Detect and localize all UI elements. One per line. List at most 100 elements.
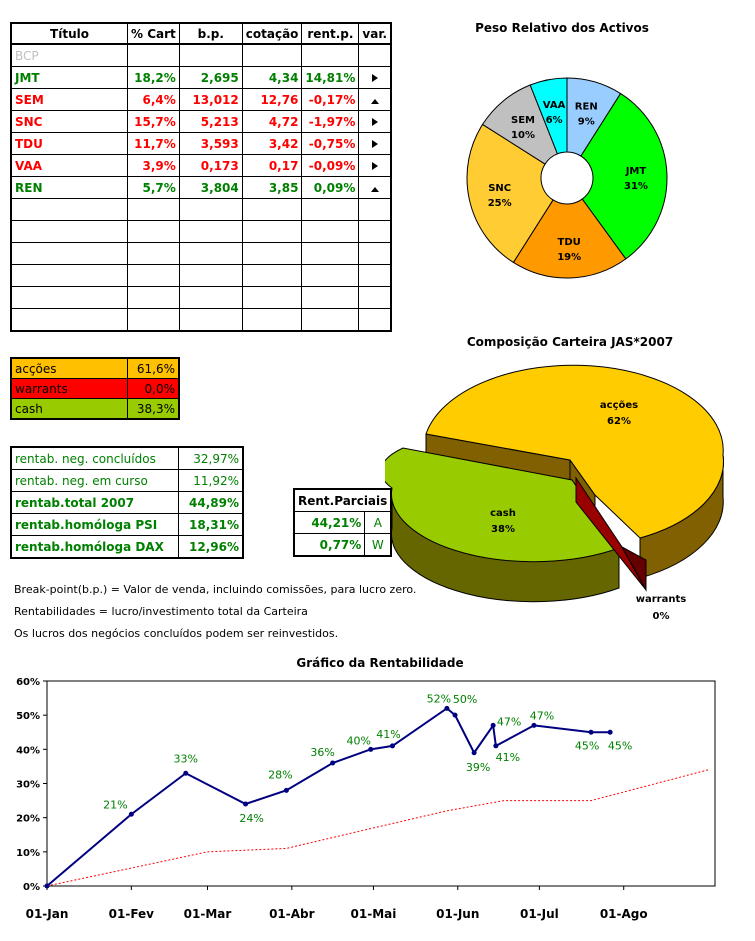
rentab-row: rentab. neg. concluídos 32,97% xyxy=(10,446,244,470)
donut-label: TDU xyxy=(558,237,581,248)
holding-row: VAA 3,9% 0,173 0,17 -0,09% xyxy=(10,154,392,177)
rentab-label: rentab. neg. concluídos xyxy=(10,446,179,470)
holding-cotacao xyxy=(241,43,303,67)
empty-cell xyxy=(10,198,128,221)
allocation-value: 61,6% xyxy=(127,357,180,379)
holdings-table: Título % Cart b.p. cotação rent.p. var. … xyxy=(10,22,393,332)
data-label: 41% xyxy=(496,751,520,764)
allocation-value: 0,0% xyxy=(127,378,180,399)
note-lucros: Os lucros dos negócios concluídos podem … xyxy=(14,627,339,640)
triangle-right-icon xyxy=(371,73,378,82)
empty-cell xyxy=(127,198,180,221)
pie3d-cash-slice xyxy=(385,447,620,603)
parciais-row: 0,77% W xyxy=(293,533,392,557)
donut-chart-title: Peso Relativo dos Activos xyxy=(475,21,649,35)
holding-row: SEM 6,4% 13,012 12,76 -0,17% xyxy=(10,88,392,111)
x-tick-label: 01-Abr xyxy=(269,907,315,921)
holding-row: BCP xyxy=(10,43,392,67)
holding-rentp xyxy=(301,43,360,67)
holding-bp: 5,213 xyxy=(178,110,243,133)
donut-value: 25% xyxy=(488,198,512,209)
allocation-row: cash 38,3% xyxy=(10,398,180,420)
x-tick-label: 01-Jul xyxy=(520,907,559,921)
triangle-up-icon xyxy=(370,98,379,104)
data-label: 47% xyxy=(530,709,554,722)
rentab-label: rentab.homóloga DAX xyxy=(10,535,179,559)
triangle-right-icon xyxy=(371,117,378,126)
donut-value: 31% xyxy=(624,181,648,192)
empty-cell xyxy=(241,242,303,265)
data-label: 28% xyxy=(268,768,292,781)
holding-row: TDU 11,7% 3,593 3,42 -0,75% xyxy=(10,132,392,155)
empty-cell xyxy=(358,198,392,221)
header-titulo: Título xyxy=(10,22,128,45)
holding-bp: 3,804 xyxy=(178,176,243,199)
data-point xyxy=(389,743,395,749)
header-rentp: rent.p. xyxy=(301,22,360,45)
parciais-value: 0,77% xyxy=(293,533,366,557)
benchmark-line xyxy=(46,769,709,887)
holding-rentp: -0,17% xyxy=(301,88,360,111)
y-tick-label: 20% xyxy=(16,814,40,825)
data-label: 41% xyxy=(376,728,400,741)
parciais-value: 44,21% xyxy=(293,511,366,534)
allocation-label: cash xyxy=(10,398,128,420)
data-point xyxy=(452,712,458,718)
donut-slice-vaa xyxy=(529,77,568,155)
empty-cell xyxy=(127,286,180,309)
holdings-header-row: Título % Cart b.p. cotação rent.p. var. xyxy=(10,22,392,45)
header-pct-cart: % Cart xyxy=(127,22,180,45)
parciais-key: W xyxy=(364,533,392,557)
empty-cell xyxy=(358,308,392,332)
data-label: 36% xyxy=(310,746,334,759)
rent-parciais-header: Rent.Parciais xyxy=(293,488,392,512)
data-label: 33% xyxy=(174,752,198,765)
pie3d-chart: acções 62% cash 38% warrants 0% xyxy=(385,364,724,622)
y-tick-label: 0% xyxy=(23,882,40,893)
holding-bp: 2,695 xyxy=(178,66,243,89)
empty-cell xyxy=(127,220,180,243)
data-label: 40% xyxy=(346,734,370,747)
empty-cell xyxy=(241,264,303,287)
empty-cell xyxy=(178,242,243,265)
empty-cell xyxy=(241,198,303,221)
donut-value: 19% xyxy=(557,252,581,263)
holding-name: REN xyxy=(10,176,128,199)
pie3d-label-warrants: warrants xyxy=(636,594,686,605)
holding-pct-cart xyxy=(127,43,180,67)
pie3d-value-cash: 38% xyxy=(491,524,515,535)
data-point xyxy=(128,811,134,817)
header-var: var. xyxy=(358,22,392,45)
donut-label: REN xyxy=(575,102,598,113)
empty-cell xyxy=(127,264,180,287)
empty-cell xyxy=(301,220,360,243)
data-label: 39% xyxy=(466,761,490,774)
rentab-row: rentab.homóloga PSI 18,31% xyxy=(10,513,244,536)
holding-bp: 13,012 xyxy=(178,88,243,111)
holding-name: SEM xyxy=(10,88,128,111)
holding-name: TDU xyxy=(10,132,128,155)
holding-pct-cart: 11,7% xyxy=(127,132,180,155)
donut-chart: REN 9% JMT 31% TDU 19% SNC 25% SEM 10% VAA 6% xyxy=(466,77,668,279)
holding-rentp: -1,97% xyxy=(301,110,360,133)
holding-row: JMT 18,2% 2,695 4,34 14,81% xyxy=(10,66,392,89)
pie3d-value-acoes: 62% xyxy=(607,416,631,427)
parciais-row: 44,21% A xyxy=(293,511,392,534)
rentab-value: 11,92% xyxy=(178,469,244,492)
empty-row xyxy=(10,286,392,309)
holding-var xyxy=(358,154,392,177)
data-label: 45% xyxy=(575,739,599,752)
data-point xyxy=(243,801,249,807)
allocation-label: acções xyxy=(10,357,128,379)
holding-pct-cart: 5,7% xyxy=(127,176,180,199)
rent-parciais-table: Rent.Parciais 44,21% A 0,77% W xyxy=(293,488,393,557)
y-tick-label: 60% xyxy=(16,677,40,688)
header-bp: b.p. xyxy=(178,22,243,45)
note-rentabilidades: Rentabilidades = lucro/investimento tota… xyxy=(14,605,308,618)
holding-pct-cart: 18,2% xyxy=(127,66,180,89)
rentab-value: 18,31% xyxy=(178,513,244,536)
data-point xyxy=(283,787,289,793)
empty-cell xyxy=(301,286,360,309)
data-label: 24% xyxy=(239,812,263,825)
empty-cell xyxy=(358,286,392,309)
